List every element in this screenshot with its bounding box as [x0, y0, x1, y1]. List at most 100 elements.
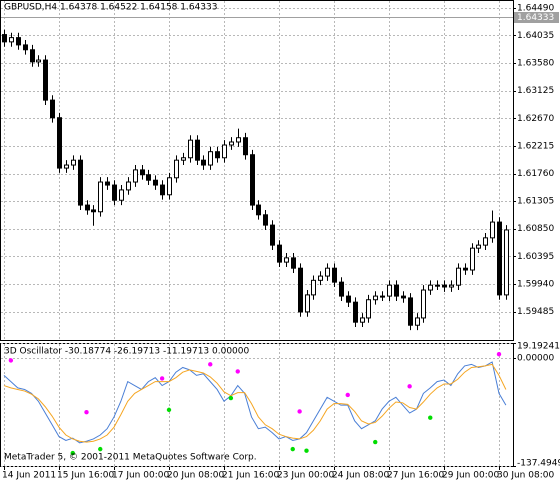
candle-body	[181, 157, 186, 161]
candle-body	[57, 117, 62, 169]
candle-body	[428, 284, 433, 291]
candle-body	[449, 284, 454, 288]
y-tick-label: 1.64490	[517, 3, 554, 13]
candle-body	[43, 59, 48, 101]
candle-body	[50, 99, 55, 119]
last-price-label: 1.64333	[517, 13, 554, 23]
y-tick-label: 1.59485	[517, 307, 554, 317]
candle-body	[188, 139, 193, 159]
x-tick-label: 29 Jun 00:00	[442, 471, 499, 481]
candle-body	[325, 267, 330, 277]
candle-body	[373, 295, 378, 301]
candle-body	[483, 237, 488, 246]
candle-body	[476, 244, 481, 249]
candle-body	[174, 159, 179, 179]
candle-body	[305, 294, 310, 313]
candle-body	[360, 317, 365, 323]
candle-body	[133, 169, 138, 183]
candle-body	[401, 295, 406, 299]
candle-body	[291, 257, 296, 269]
y-tick-label: 1.63125	[517, 86, 554, 96]
y-tick-label: 19.19241	[517, 342, 560, 352]
candle-body	[2, 34, 7, 43]
candle-body	[195, 139, 200, 161]
candle-body	[222, 144, 227, 159]
price-title: GBPUSD,H4 1.64378 1.64522 1.64158 1.6433…	[4, 3, 217, 13]
signal-dot	[496, 351, 502, 357]
price-panel-frame	[0, 0, 514, 341]
candle-body	[126, 181, 131, 191]
x-tick-label: 30 Jun 08:00	[497, 471, 554, 481]
candle-body	[435, 284, 440, 287]
candle-body	[456, 267, 461, 286]
y-tick-label: -137.49497	[517, 459, 560, 469]
signal-dot	[407, 384, 412, 389]
signal-dot	[345, 392, 350, 398]
y-tick-label: 1.63580	[517, 59, 554, 69]
candle-body	[30, 49, 35, 63]
signal-dot	[98, 446, 103, 452]
signal-dot	[428, 415, 433, 420]
candle-body	[201, 159, 206, 166]
candle-body	[380, 295, 385, 298]
candle-body	[463, 267, 468, 271]
candle-body	[105, 181, 110, 186]
signal-dot	[228, 395, 234, 401]
y-tick-label: 1.60850	[517, 224, 554, 234]
candle-body	[167, 177, 172, 196]
candle-body	[497, 221, 502, 296]
candle-body	[236, 137, 241, 143]
candle-body	[284, 257, 289, 263]
signal-dot	[290, 446, 295, 452]
y-tick-label: 1.64035	[517, 31, 554, 41]
candle-body	[256, 204, 261, 216]
candle-body	[23, 44, 28, 51]
candle-body	[9, 37, 14, 43]
x-tick-label: 15 Jun 16:00	[57, 471, 114, 481]
signal-dot	[70, 450, 75, 456]
candle-body	[353, 301, 358, 323]
candle-body	[318, 275, 323, 281]
oscillator-line	[3, 361, 507, 444]
signal-dot	[373, 439, 378, 445]
signal-dot	[208, 362, 213, 367]
candle-body	[346, 295, 351, 303]
candle-body	[470, 247, 475, 271]
x-tick-label: 17 Jun 00:00	[112, 471, 169, 481]
candle-body	[119, 189, 124, 201]
candle-body	[442, 284, 447, 288]
candle-body	[250, 154, 255, 206]
x-tick-label: 21 Jun 16:00	[222, 471, 279, 481]
candle-body	[339, 281, 344, 297]
signal-dot	[84, 410, 89, 415]
signal-dot	[297, 409, 302, 414]
candle-body	[215, 151, 220, 159]
candle-body	[140, 169, 145, 176]
candle-body	[153, 179, 158, 186]
candle-body	[298, 267, 303, 313]
candle-body	[85, 204, 90, 211]
candle-body	[64, 164, 69, 169]
x-tick-label: 23 Jun 00:00	[277, 471, 334, 481]
y-tick-label: 0.00000	[517, 354, 554, 364]
x-tick-label: 14 Jun 2011	[2, 471, 56, 481]
oscillator-title: 3D Oscillator -30.18774 -26.19713 -11.19…	[4, 347, 249, 357]
candle-body	[263, 214, 268, 226]
candle-body	[146, 174, 151, 181]
x-tick-label: 24 Jun 08:00	[332, 471, 389, 481]
y-tick-label: 1.59940	[517, 279, 554, 289]
candle-body	[394, 284, 399, 297]
y-tick-label: 1.60395	[517, 252, 554, 262]
candle-body	[490, 221, 495, 239]
y-tick-label: 1.62215	[517, 141, 554, 151]
copyright: MetaTrader 5, © 2001-2011 MetaQuotes Sof…	[4, 453, 257, 463]
signal-dot	[166, 407, 172, 413]
candle-body	[366, 299, 371, 319]
candle-body	[160, 184, 165, 196]
signal-dot	[8, 358, 14, 363]
y-tick-label: 1.61305	[517, 197, 554, 207]
candle-body	[270, 224, 275, 246]
candle-body	[112, 184, 117, 201]
